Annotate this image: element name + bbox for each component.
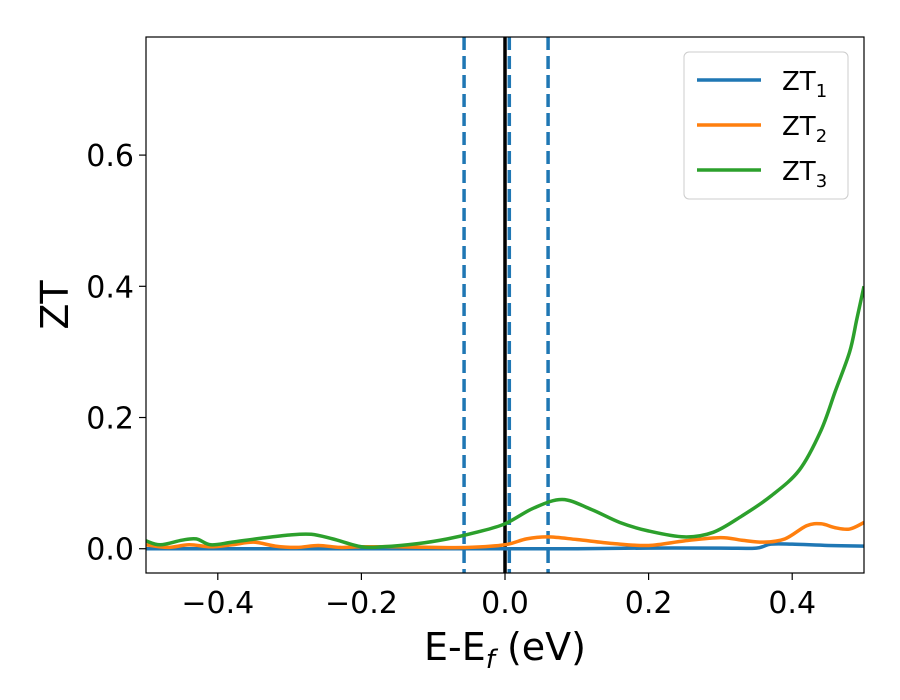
series-lines — [146, 285, 864, 551]
x-tick-label: 0.2 — [625, 586, 673, 621]
x-tick-label: 0.0 — [481, 586, 529, 621]
legend-label-zt1: ZT1 — [782, 67, 827, 102]
legend-label-zt2: ZT2 — [782, 112, 827, 147]
series-line-zt2 — [146, 520, 864, 550]
series-line-zt3 — [146, 285, 864, 550]
legend: ZT1 ZT2 ZT3 — [683, 51, 849, 200]
x-axis-ticks: −0.4 −0.2 0.0 0.2 0.4 — [181, 573, 816, 621]
y-tick-label: 0.2 — [86, 402, 134, 437]
y-tick-label: 0.0 — [86, 533, 134, 568]
legend-box — [683, 51, 849, 200]
y-axis-ticks: 0.0 0.2 0.4 0.6 — [86, 139, 146, 568]
x-tick-label: −0.4 — [181, 586, 254, 621]
y-tick-label: 0.4 — [86, 270, 134, 305]
x-tick-label: −0.2 — [325, 586, 398, 621]
y-tick-label: 0.6 — [86, 139, 134, 174]
x-axis-title: E-Ef (eV) — [424, 625, 586, 675]
legend-label-zt3: ZT3 — [782, 157, 827, 192]
y-axis-title: ZT — [33, 280, 77, 330]
vertical-lines — [462, 37, 550, 573]
x-tick-label: 0.4 — [768, 586, 816, 621]
